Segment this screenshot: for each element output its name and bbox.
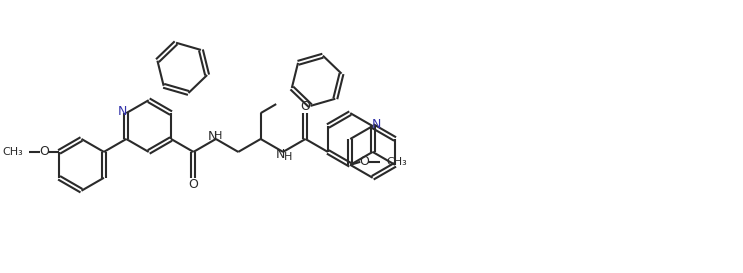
Text: H: H [284,152,292,162]
Text: N: N [276,149,285,161]
Text: N: N [208,129,218,143]
Text: O: O [360,155,369,168]
Text: CH₃: CH₃ [2,147,23,157]
Text: CH₃: CH₃ [386,157,407,167]
Text: O: O [300,100,311,113]
Text: O: O [39,146,49,158]
Text: N: N [117,105,127,118]
Text: O: O [189,178,198,191]
Text: N: N [372,118,381,130]
Text: H: H [214,131,222,141]
